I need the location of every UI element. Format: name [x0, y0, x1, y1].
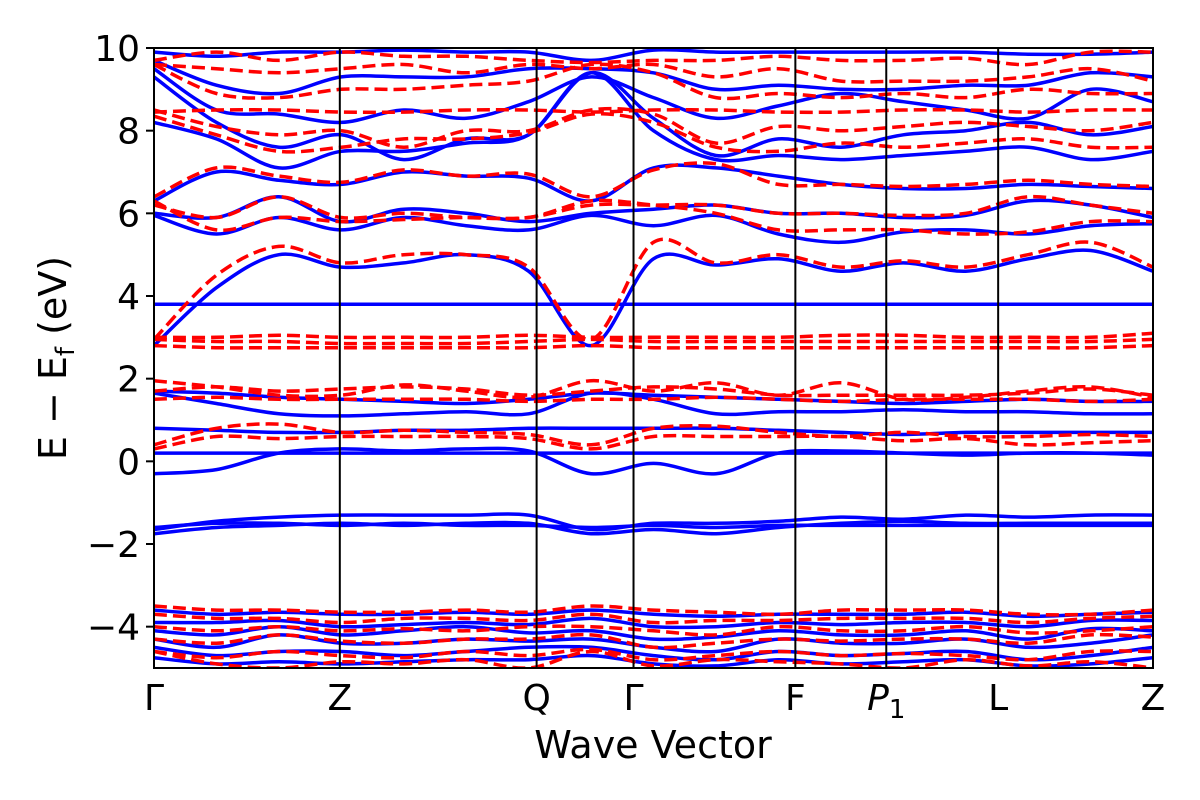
x-tick-label-0: Γ [144, 678, 164, 719]
solid-band-4 [154, 389, 1153, 406]
dashed-band-45 [154, 632, 1153, 650]
solid-band-18 [154, 608, 1153, 619]
dashed-band-40 [154, 62, 1153, 84]
y-axis-label-main: E − E [31, 356, 75, 460]
dashed-band-34 [154, 198, 1153, 236]
x-tick-layer: Γ Z Q Γ F P1 L Z [144, 678, 1165, 725]
x-tick-label-1: Z [327, 678, 352, 719]
x-tick-label-6: L [988, 678, 1008, 719]
dashed-band-35 [154, 161, 1153, 199]
dashed-band-32 [154, 237, 1153, 342]
y-axis-label-unit: (eV) [31, 256, 75, 347]
dashed-band-25 [154, 422, 1153, 447]
x-axis-label: Wave Vector [534, 723, 772, 767]
x-tick-label-7: Z [1141, 678, 1166, 719]
dashed-band-36 [154, 111, 1153, 154]
x-tick-label-2: Q [522, 678, 550, 719]
x-tick-label-4: F [785, 678, 806, 719]
solid-band-17 [154, 512, 1153, 532]
dashed-band-37 [154, 108, 1153, 115]
dashed-band-46 [154, 647, 1153, 662]
dashed-band-28 [154, 395, 1153, 404]
solid-band-13 [154, 58, 1153, 96]
solid-band-10 [154, 71, 1153, 170]
solid-band-16 [154, 521, 1153, 530]
dashed-band-29 [154, 343, 1153, 350]
dashed-band-24 [154, 433, 1153, 451]
y-tick-label-5: 0 [117, 442, 140, 483]
dashed-band-26 [154, 385, 1153, 398]
dashed-band-44 [154, 624, 1153, 637]
band-series-layer [154, 48, 1153, 668]
dashed-band-27 [154, 378, 1153, 402]
plot-frame [153, 47, 1154, 669]
solid-band-12 [154, 67, 1153, 125]
y-tick-layer: 10 8 6 4 2 0 −2 −4 [87, 29, 154, 649]
y-tick-label-2: 6 [117, 194, 140, 235]
dashed-band-43 [154, 612, 1153, 625]
y-tick-label-0: 10 [94, 29, 140, 70]
y-axis-label-sub: f [51, 346, 81, 356]
dashed-band-38 [154, 106, 1153, 149]
x-tick-label-5: P1 [867, 678, 905, 725]
dashed-band-42 [154, 604, 1153, 617]
y-tick-label-6: −2 [87, 525, 140, 566]
kpoint-divider-layer [338, 48, 1000, 668]
dashed-band-47 [154, 649, 1153, 668]
y-tick-label-1: 8 [117, 112, 140, 153]
dashed-band-30 [154, 337, 1153, 346]
x-tick-label-3: Γ [623, 678, 643, 719]
y-axis-label: E − Ef (eV) [31, 256, 81, 460]
solid-band-9 [154, 163, 1153, 203]
dashed-band-31 [154, 331, 1153, 340]
y-tick-label-7: −4 [87, 608, 140, 649]
solid-band-0 [154, 446, 1153, 476]
solid-band-20 [154, 624, 1153, 642]
y-tick-label-3: 4 [117, 277, 140, 318]
solid-band-6 [154, 248, 1153, 348]
dashed-band-41 [154, 49, 1153, 67]
solid-band-22 [154, 644, 1153, 662]
y-tick-label-4: 2 [117, 360, 140, 401]
dashed-band-39 [154, 62, 1153, 101]
solid-band-19 [154, 616, 1153, 630]
solid-band-7 [154, 213, 1153, 245]
solid-band-8 [154, 195, 1153, 224]
